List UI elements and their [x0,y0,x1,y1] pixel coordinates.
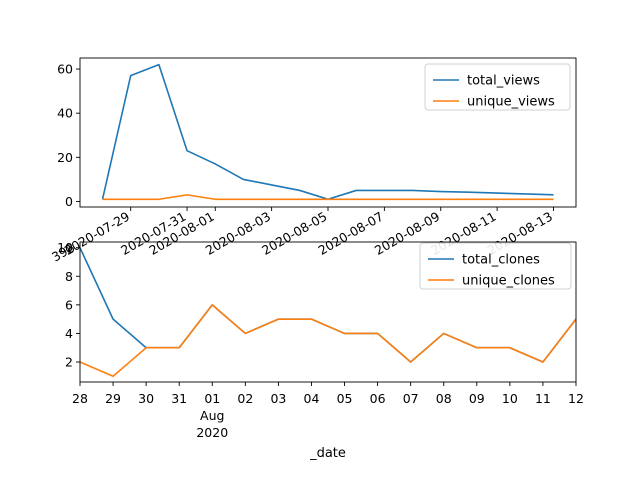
x-tick-label: 02 [237,391,253,406]
legend-frame [419,242,572,290]
x-tick-label: 01 [204,391,220,406]
x-tick-label: 03 [270,391,286,406]
x-tick-label: 05 [337,391,353,406]
legend-label-unique_views: unique_views [467,95,555,110]
axes-frame [79,241,577,383]
x-tick-label: 28 [72,391,88,406]
x-year-label: 2020 [196,425,228,440]
x-tick-label: 04 [304,391,320,406]
x-tick-label: 09 [469,391,485,406]
x-tick-label: 29 [105,391,121,406]
x-tick-label: 07 [403,391,419,406]
y-tick-label: 60 [57,62,73,77]
x-tick-label: 30 [138,391,154,406]
y-tick-label: 8 [65,269,73,284]
x-tick-label: 12 [568,391,584,406]
x-axis-label: _date [309,446,346,461]
legend-label-total_views: total_views [467,74,540,89]
series-line-unique_views [102,194,554,201]
x-month-label: Aug [200,408,224,423]
y-tick-label: 4 [65,326,73,341]
y-tick-label: 10 [57,240,73,255]
chart-clones: 2 4 6 8 10 28 29 30 31 01 02 03 04 05 06 07 08 09 10 11 12 Au… [57,240,584,461]
legend: total_views unique_views [424,63,571,111]
x-tick-label: 08 [436,391,452,406]
y-tick-label: 0 [65,194,73,209]
y-tick-label: 40 [57,106,73,121]
y-tick-label: 20 [57,150,73,165]
x-tick-label: 10 [502,391,518,406]
series-line-unique_clones [79,304,577,378]
x-tick-label: 11 [535,391,551,406]
legend-label-total_clones: total_clones [462,253,540,268]
y-tick-label: 6 [65,297,73,312]
legend-label-unique_clones: unique_clones [462,274,555,289]
y-tick-label: 2 [65,355,73,370]
legend: total_clones unique_clones [419,242,572,290]
x-tick-label: 06 [370,391,386,406]
legend-frame [424,63,571,111]
x-tick-label: 31 [171,391,187,406]
